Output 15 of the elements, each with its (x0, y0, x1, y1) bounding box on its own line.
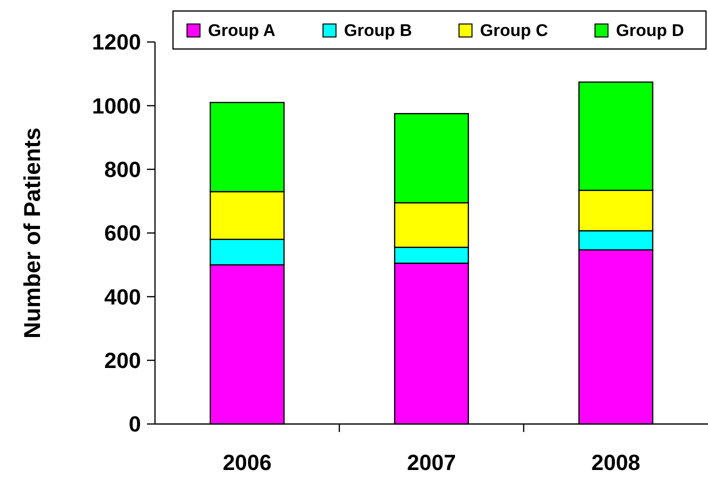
x-tick-label: 2008 (591, 450, 640, 475)
legend-label: Group D (616, 20, 684, 40)
legend-label: Group C (480, 20, 548, 40)
x-tick-label: 2006 (222, 450, 272, 475)
legend-label: Group A (208, 20, 276, 40)
legend-label: Group B (344, 20, 412, 40)
y-tick-label: 800 (104, 157, 141, 182)
y-axis-title: Number of Patients (19, 128, 45, 338)
y-tick-label: 200 (104, 348, 141, 374)
y-tick-label: 1200 (92, 30, 141, 55)
y-tick-label: 400 (104, 284, 141, 310)
y-tick-label: 0 (128, 412, 141, 437)
y-tick-label: 1000 (92, 93, 141, 118)
x-tick-label: 2007 (407, 450, 456, 475)
y-tick-label: 600 (104, 220, 141, 246)
